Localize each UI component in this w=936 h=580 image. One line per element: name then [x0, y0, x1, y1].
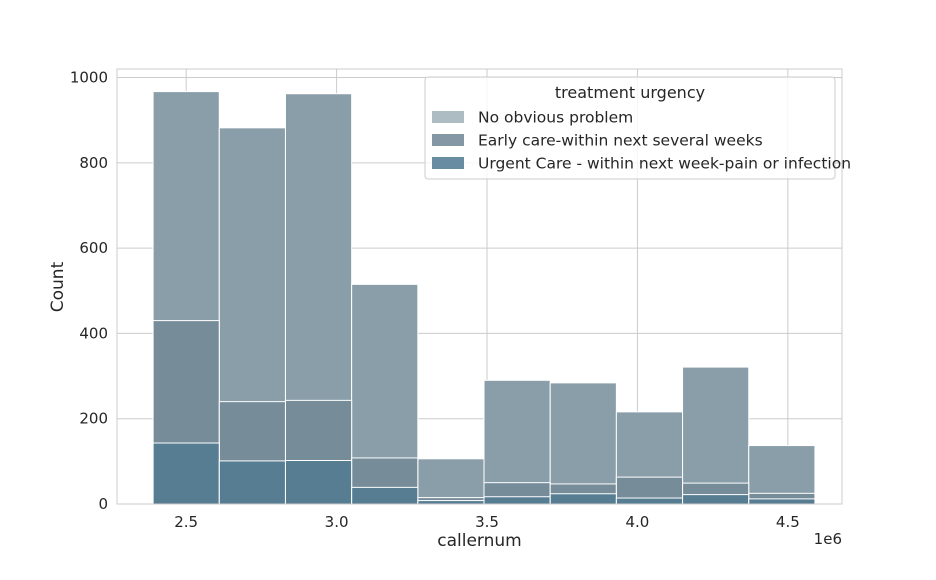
legend-label: Early care-within next several weeks: [478, 132, 763, 150]
histogram-bar: [284, 460, 353, 505]
series-group: [152, 442, 816, 505]
x-offset-label: 1e6: [814, 530, 842, 548]
histogram-bar: [417, 500, 485, 505]
histogram-bar: [483, 496, 551, 505]
y-tick-label: 200: [79, 410, 108, 428]
legend-label: Urgent Care - within next week-pain or i…: [478, 155, 851, 173]
x-tick-labels: 2.5 3.0 3.5 4.0 4.5: [174, 513, 800, 531]
histogram-bar: [615, 497, 684, 505]
x-tick-label: 2.5: [174, 513, 198, 531]
y-axis-label: Count: [48, 261, 68, 312]
legend-swatch: [432, 134, 464, 146]
y-tick-labels: 0 200 400 600 800 1000: [70, 69, 108, 513]
y-tick-label: 600: [79, 239, 108, 257]
y-tick-label: 800: [79, 154, 108, 172]
plot-frame: [116, 68, 843, 505]
histogram-bar: [682, 366, 750, 505]
legend-frame: [424, 76, 836, 180]
histogram-bar: [682, 494, 750, 505]
legend-items: No obvious problem Early care-within next…: [432, 109, 851, 173]
legend-swatch: [432, 111, 464, 123]
y-tick-label: 400: [79, 324, 108, 342]
histogram-bar: [351, 486, 419, 505]
x-tick-label: 3.5: [475, 513, 499, 531]
x-tick-label: 4.0: [626, 513, 650, 531]
histogram-bars: [152, 91, 816, 505]
legend-swatch: [432, 157, 464, 169]
x-tick-label: 4.5: [776, 513, 800, 531]
histogram-bar: [152, 442, 220, 505]
x-tick-label: 3.0: [325, 513, 349, 531]
legend-title: treatment urgency: [555, 83, 705, 102]
histogram-bar: [218, 460, 286, 505]
x-axis-label: callernum: [437, 531, 521, 551]
legend: treatment urgency No obvious problem Earl…: [424, 76, 851, 180]
y-tick-label: 1000: [70, 69, 108, 87]
legend-label: No obvious problem: [478, 109, 633, 127]
histogram-bar: [748, 498, 816, 505]
histogram-bar: [549, 493, 617, 505]
y-tick-label: 0: [98, 495, 108, 513]
